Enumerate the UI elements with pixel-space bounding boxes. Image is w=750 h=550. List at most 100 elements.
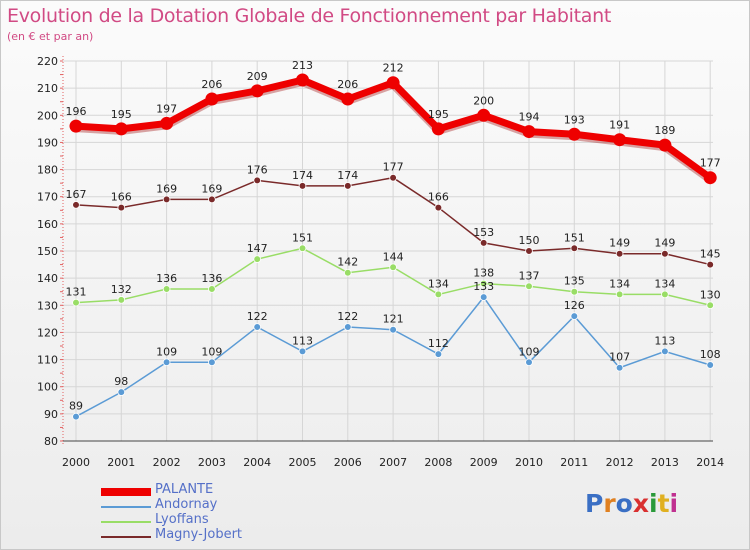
legend-label-palante: PALANTE (155, 482, 214, 497)
data-point-andornay (525, 358, 533, 367)
series-layer (69, 73, 717, 421)
data-label-magny-jobert: 169 (201, 182, 222, 195)
data-point-lyoffans (434, 290, 443, 299)
data-label-palante: 212 (383, 62, 404, 75)
x-tick-label: 2014 (696, 456, 724, 469)
data-point-magny-jobert (525, 247, 533, 255)
data-point-lyoffans (389, 263, 397, 272)
data-label-lyoffans: 131 (66, 286, 87, 299)
x-tick-label: 2007 (379, 456, 407, 469)
data-label-andornay: 109 (156, 345, 177, 358)
data-point-lyoffans (570, 287, 579, 296)
x-tick-label: 2010 (515, 456, 543, 469)
data-label-magny-jobert: 167 (66, 188, 87, 201)
data-label-lyoffans: 132 (111, 283, 132, 296)
data-point-lyoffans (525, 282, 533, 291)
data-label-magny-jobert: 174 (337, 169, 358, 182)
data-point-andornay (661, 347, 669, 356)
data-label-magny-jobert: 149 (654, 237, 675, 250)
data-point-magny-jobert (389, 173, 397, 182)
data-label-lyoffans: 144 (383, 250, 404, 263)
data-point-lyoffans (343, 268, 352, 277)
logo-letter: o (615, 489, 633, 518)
data-label-magny-jobert: 150 (519, 234, 540, 247)
data-label-lyoffans: 135 (564, 275, 585, 288)
data-label-magny-jobert: 149 (609, 237, 630, 250)
data-point-palante (160, 116, 174, 130)
x-tick-label: 2004 (243, 456, 271, 469)
data-point-palante (341, 92, 355, 106)
data-label-magny-jobert: 166 (111, 191, 132, 204)
y-tick-label: 220 (37, 55, 58, 68)
data-point-magny-jobert (479, 239, 488, 247)
logo-letter: i (649, 489, 658, 518)
data-label-andornay: 98 (114, 375, 128, 388)
logo-letter: t (657, 489, 670, 518)
y-tick-label: 200 (37, 109, 58, 122)
data-point-magny-jobert (343, 182, 352, 190)
data-point-lyoffans (661, 290, 669, 299)
x-tick-label: 2011 (560, 456, 588, 469)
data-point-andornay (117, 388, 126, 396)
data-point-palante (250, 84, 264, 98)
label-layer: 89 98 109 109 122 113 122 121 112 133 109 126 107 113… (66, 59, 721, 413)
data-label-palante: 206 (201, 78, 222, 91)
series-lyoffans (72, 244, 714, 310)
data-label-lyoffans: 151 (292, 231, 313, 244)
data-label-lyoffans: 130 (700, 288, 721, 301)
data-label-palante: 197 (156, 102, 177, 115)
data-label-palante: 196 (66, 105, 87, 118)
data-label-andornay: 108 (700, 348, 721, 361)
data-label-lyoffans: 147 (247, 242, 268, 255)
data-point-magny-jobert (570, 244, 579, 253)
data-label-magny-jobert: 177 (383, 161, 404, 174)
data-point-andornay (706, 361, 714, 369)
data-point-lyoffans (615, 290, 624, 299)
series-andornay (72, 293, 714, 421)
data-point-palante (613, 133, 627, 147)
data-point-andornay (615, 363, 624, 372)
data-point-andornay (343, 323, 352, 331)
x-tick-label: 2013 (651, 456, 679, 469)
data-point-palante (658, 138, 672, 152)
logo-letter: i (669, 489, 679, 518)
legend-swatch-andornay (101, 506, 151, 508)
series-palante (69, 73, 717, 185)
legend-swatch-palante (101, 488, 151, 496)
data-label-lyoffans: 136 (201, 272, 222, 285)
data-label-lyoffans: 134 (609, 277, 630, 290)
axis-layer: 8090100110120130140150160170180190200210… (37, 55, 724, 469)
data-point-palante (205, 92, 219, 106)
data-point-palante (567, 127, 581, 141)
x-tick-label: 2008 (424, 456, 452, 469)
chart-title: Evolution de la Dotation Globale de Fonc… (7, 5, 612, 27)
y-tick-label: 130 (37, 299, 58, 312)
data-point-palante (386, 76, 400, 90)
data-point-magny-jobert (253, 176, 262, 185)
data-point-lyoffans (208, 285, 216, 293)
data-point-andornay (479, 293, 488, 301)
data-point-palante (522, 125, 536, 139)
x-tick-label: 2009 (470, 456, 498, 469)
data-label-andornay: 122 (337, 310, 358, 323)
data-label-lyoffans: 138 (473, 267, 494, 280)
legend-label-andornay: Andornay (155, 497, 218, 512)
data-point-magny-jobert (208, 195, 216, 204)
data-point-magny-jobert (298, 182, 307, 190)
y-tick-label: 150 (37, 245, 58, 258)
chart-subtitle: (en € et par an) (7, 30, 94, 43)
data-label-andornay: 113 (654, 334, 675, 347)
data-label-andornay: 121 (383, 313, 404, 326)
data-point-magny-jobert (615, 249, 624, 258)
data-point-lyoffans (298, 244, 307, 253)
data-point-andornay (389, 325, 397, 334)
data-point-lyoffans (162, 285, 171, 293)
y-tick-label: 190 (37, 136, 58, 149)
data-label-andornay: 89 (69, 400, 83, 413)
data-label-andornay: 109 (201, 345, 222, 358)
legend-swatch-magny-jobert (101, 536, 151, 538)
data-label-magny-jobert: 174 (292, 169, 313, 182)
data-label-lyoffans: 142 (337, 256, 358, 269)
data-point-andornay (162, 358, 171, 367)
logo-letter: r (603, 489, 616, 518)
